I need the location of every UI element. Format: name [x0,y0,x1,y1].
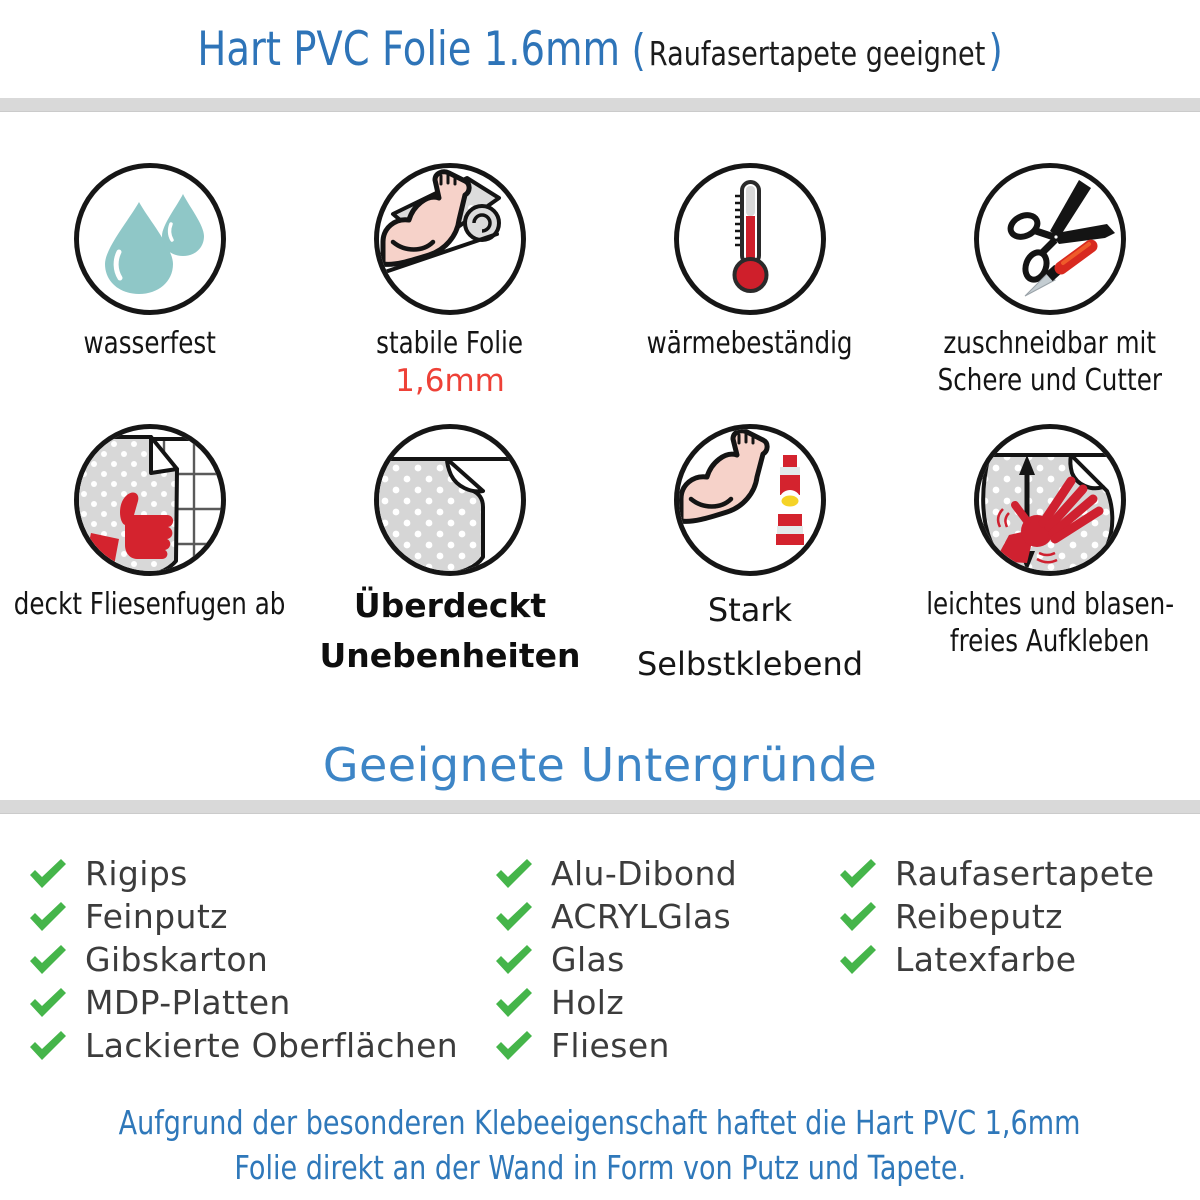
feature-label-line2: Selbstklebend [636,645,864,683]
surface-item: Fliesen [494,1024,737,1067]
check-icon [840,902,876,931]
feature-label-line2: Unebenheiten [319,636,581,675]
surface-item: Holz [494,981,737,1024]
check-icon [30,945,66,974]
feature-label-line2: freies Aufkleben [950,624,1150,659]
hand-smoothing-icon [974,424,1126,576]
check-icon [496,859,532,888]
check-icon [496,902,532,931]
surface-label: ACRYLGlas [551,897,732,936]
surface-label: Rigips [85,854,188,893]
feature-waterproof: wasserfest [0,163,300,400]
footer-note: Aufgrund der besonderen Klebeeigenschaft… [0,1100,1200,1190]
surface-item: Latexfarbe [838,938,1155,981]
surface-label: Fliesen [551,1026,670,1065]
surface-label: Glas [551,940,625,979]
foil-covers-icon [374,424,526,576]
feature-label: deckt Fliesenfugen ab [14,587,286,622]
surface-item: Raufasertapete [838,852,1155,895]
footer-line-1: Aufgrund der besonderen Klebeeigenschaft… [119,1103,1081,1142]
feature-covers-tile-joints: deckt Fliesenfugen ab [0,424,300,684]
page-title: Hart PVC Folie 1.6mm (Raufasertapete geei… [0,22,1200,77]
check-icon [840,859,876,888]
feature-label: stabile Folie [376,326,524,361]
feature-thickness-label: 1,6mm [395,363,505,399]
tile-joints-thumb-icon [74,424,226,576]
title-main: Hart PVC Folie 1.6mm [197,22,621,77]
muscle-glue-icon [674,424,826,576]
check-icon [30,859,66,888]
feature-covers-unevenness: Überdeckt Unebenheiten [300,424,600,684]
title-paren-open: ( [631,25,646,76]
surface-item: Rigips [28,852,458,895]
surfaces-column-1: Rigips Feinputz Gibskarton MDP-Platten L… [28,852,458,1067]
feature-label: Stark [707,591,793,629]
thermometer-icon [674,163,826,315]
feature-bubble-free: leichtes und blasen- freies Aufkleben [900,424,1200,684]
surface-label: Holz [551,983,625,1022]
check-icon [840,945,876,974]
surface-label: Reibeputz [895,897,1063,936]
feature-label: leichtes und blasen- [926,587,1174,622]
feature-label: zuschneidbar mit [943,326,1157,361]
surface-label: Lackierte Oberflächen [85,1026,459,1065]
surface-item: Reibeputz [838,895,1155,938]
feature-self-adhesive: Stark Selbstklebend [600,424,900,684]
feature-label: wasserfest [83,326,217,361]
feature-stable-foil: stabile Folie 1,6mm [300,163,600,400]
footer-line-2: Folie direkt an der Wand in Form von Put… [234,1148,966,1187]
feature-row-2: deckt Fliesenfugen ab Überdeckt Un [0,424,1200,684]
surface-item: ACRYLGlas [494,895,737,938]
surface-item: Gibskarton [28,938,458,981]
surface-label: Alu-Dibond [551,854,738,893]
divider-bar-middle [0,800,1200,814]
surface-item: MDP-Platten [28,981,458,1024]
surfaces-column-2: Alu-Dibond ACRYLGlas Glas Holz Fliesen [494,852,737,1067]
check-icon [496,945,532,974]
scissors-cutter-icon [974,163,1126,315]
surface-label: Feinputz [85,897,228,936]
title-note: Raufasertapete geeignet [648,34,986,73]
check-icon [30,902,66,931]
surface-item: Feinputz [28,895,458,938]
surface-label: Latexfarbe [895,940,1077,979]
feature-label: wärmebeständig [647,326,853,361]
feature-heat-resistant: wärmebeständig [600,163,900,400]
title-paren-close: ) [988,25,1003,76]
surface-label: Raufasertapete [895,854,1155,893]
surface-label: Gibskarton [85,940,269,979]
feature-cuttable: zuschneidbar mit Schere und Cutter [900,163,1200,400]
check-icon [30,1031,66,1060]
surface-item: Alu-Dibond [494,852,737,895]
section-title: Geeignete Untergründe [322,738,878,792]
feature-row-1: wasserfest stabile Folie 1,6mm [0,163,1200,400]
water-drops-icon [74,163,226,315]
surface-item: Lackierte Oberflächen [28,1024,458,1067]
check-icon [496,1031,532,1060]
check-icon [496,988,532,1017]
check-icon [30,988,66,1017]
surfaces-column-3: Raufasertapete Reibeputz Latexfarbe [838,852,1155,981]
divider-bar-top [0,98,1200,112]
surface-item: Glas [494,938,737,981]
feature-label-line2: Schere und Cutter [937,363,1163,398]
muscle-foil-icon [374,163,526,315]
surface-label: MDP-Platten [85,983,291,1022]
feature-label: Überdeckt [353,586,547,625]
